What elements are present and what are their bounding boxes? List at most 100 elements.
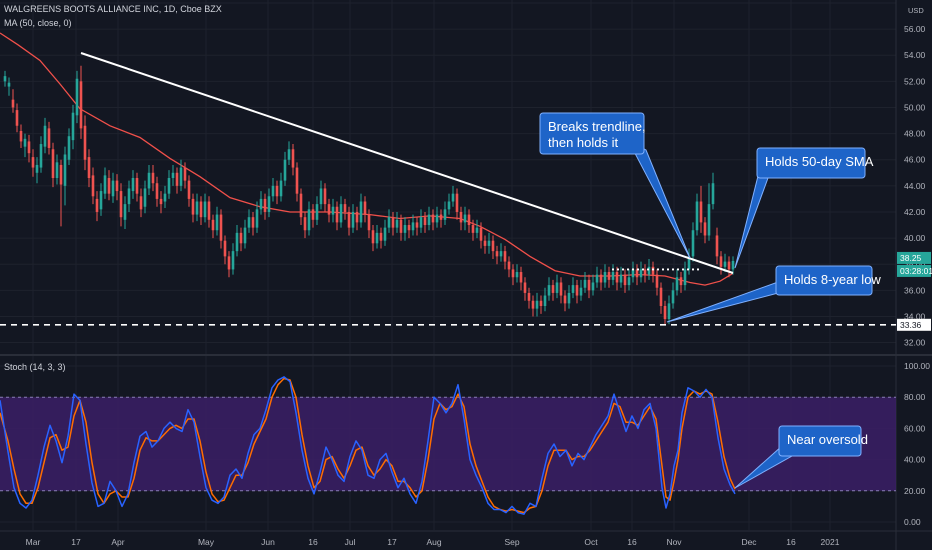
candle-body — [547, 285, 551, 296]
candle — [131, 170, 135, 199]
candle — [331, 198, 335, 223]
candle-body — [467, 214, 471, 226]
candle-body — [323, 188, 327, 205]
candle — [183, 162, 187, 189]
candle-body — [607, 272, 611, 280]
candle-body — [263, 198, 267, 212]
time-tick-label: May — [198, 537, 215, 547]
candle — [343, 198, 347, 220]
price-tick-label: 46.00 — [904, 155, 926, 165]
candle — [7, 77, 11, 96]
candle — [51, 142, 55, 188]
candle — [31, 149, 35, 177]
candle-body — [563, 295, 567, 304]
candle-body — [531, 300, 535, 309]
candle-body — [51, 149, 55, 179]
candle-body — [459, 211, 463, 223]
candle — [635, 264, 639, 286]
candle-body — [171, 172, 175, 179]
candle-body — [699, 201, 703, 223]
callouts-layer: Breaks trendline,then holds it Holds 50-d… — [539, 112, 881, 489]
candle-body — [647, 266, 651, 275]
candle-body — [407, 225, 411, 231]
symbol-title: WALGREENS BOOTS ALLIANCE INC, 1D, Cboe B… — [4, 4, 222, 14]
candle-body — [643, 269, 647, 275]
callout-holds-sma-text: Holds 50-day SMA — [765, 154, 874, 169]
candle-body — [19, 130, 23, 142]
candle — [411, 214, 415, 236]
candle-body — [487, 240, 491, 246]
candle — [347, 206, 351, 236]
candle — [639, 261, 643, 283]
candles-layer — [3, 65, 735, 325]
candle-body — [399, 219, 403, 233]
candle — [431, 209, 435, 231]
candle-body — [99, 191, 103, 210]
candle-body — [483, 240, 487, 246]
candle-body — [279, 180, 283, 197]
candle-body — [523, 282, 527, 293]
countdown-tag-text: 03:28:01 — [900, 266, 932, 276]
candle-body — [39, 144, 43, 168]
stoch-tick-label: 60.00 — [904, 423, 926, 433]
candle — [19, 124, 23, 148]
candle — [367, 209, 371, 239]
candle — [127, 180, 131, 212]
candle-body — [475, 227, 479, 233]
candle-body — [283, 159, 287, 181]
candle — [679, 272, 683, 293]
candle-body — [395, 219, 399, 228]
candle — [267, 188, 271, 218]
price-tick-label: 44.00 — [904, 181, 926, 191]
candle-body — [367, 214, 371, 231]
candle — [111, 172, 115, 203]
candle-body — [199, 201, 203, 218]
candle-body — [651, 266, 655, 275]
candle — [563, 290, 567, 312]
time-tick-label: Sep — [504, 537, 519, 547]
candle — [379, 227, 383, 249]
candle — [507, 256, 511, 278]
candle — [95, 191, 99, 222]
candle-body — [271, 185, 275, 197]
candle — [167, 170, 171, 199]
stoch-tick-label: 40.00 — [904, 455, 926, 465]
stoch-tick-label: 20.00 — [904, 486, 926, 496]
candle-body — [715, 235, 719, 257]
candle — [451, 185, 455, 207]
candle — [527, 287, 531, 309]
candle — [143, 180, 147, 214]
candle — [327, 198, 331, 223]
candle — [251, 211, 255, 236]
candle-body — [163, 193, 167, 202]
callout-near-oversold-text: Near oversold — [787, 432, 868, 447]
candle — [199, 196, 203, 226]
candle-body — [707, 204, 711, 236]
downtrend-line — [80, 52, 734, 274]
candle-body — [663, 305, 667, 320]
time-tick-label: 16 — [786, 537, 796, 547]
callout-holds-low-box — [775, 265, 873, 296]
candle — [511, 264, 515, 286]
candle — [455, 188, 459, 220]
time-tick-label: 16 — [308, 537, 318, 547]
candle-body — [599, 274, 603, 283]
candle — [287, 141, 291, 165]
candle — [719, 251, 723, 275]
candle — [459, 206, 463, 231]
candle — [171, 164, 175, 186]
candle — [163, 185, 167, 209]
candle-body — [143, 188, 147, 207]
candle-body — [543, 295, 547, 306]
candle-body — [107, 178, 111, 194]
candle — [147, 164, 151, 195]
time-tick-label: Dec — [741, 537, 757, 547]
candle — [707, 183, 711, 241]
candle — [375, 225, 379, 249]
time-tick-label: Mar — [26, 537, 41, 547]
candle-body — [155, 183, 159, 199]
candle — [555, 274, 559, 299]
candle-body — [491, 240, 495, 252]
candle — [659, 282, 663, 314]
